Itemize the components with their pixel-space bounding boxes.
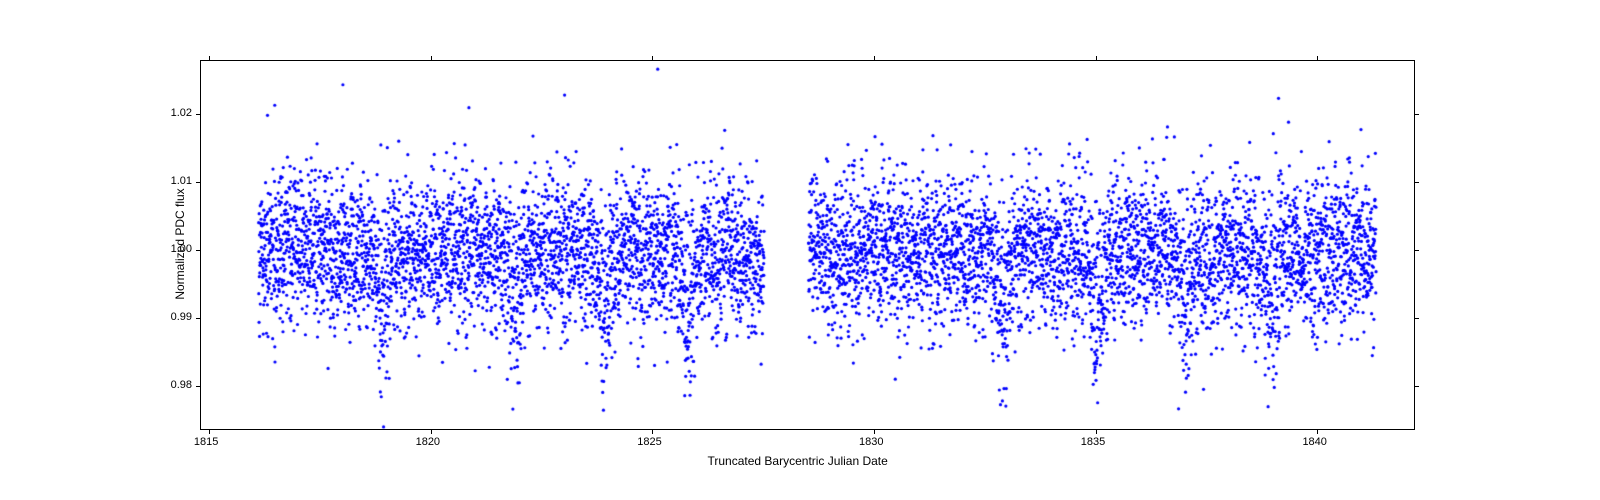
x-tick-top (1317, 56, 1318, 60)
y-tick (196, 386, 200, 387)
y-tick-right (1415, 250, 1419, 251)
x-tick-label: 1835 (1081, 436, 1105, 448)
x-tick (1317, 430, 1318, 434)
y-tick-right (1415, 114, 1419, 115)
y-tick-right (1415, 182, 1419, 183)
x-tick-top (1096, 56, 1097, 60)
plot-area (200, 60, 1415, 430)
x-tick (431, 430, 432, 434)
x-tick-top (209, 56, 210, 60)
x-tick (874, 430, 875, 434)
y-tick-right (1415, 386, 1419, 387)
x-tick-label: 1820 (416, 436, 440, 448)
x-tick-top (874, 56, 875, 60)
y-tick (196, 318, 200, 319)
scatter-canvas (201, 61, 1416, 431)
y-axis-label: Normalized PDC flux (173, 174, 187, 314)
y-tick-label: 0.98 (171, 379, 192, 391)
y-tick-right (1415, 318, 1419, 319)
x-tick (209, 430, 210, 434)
y-tick (196, 250, 200, 251)
x-tick-label: 1840 (1302, 436, 1326, 448)
x-tick (652, 430, 653, 434)
x-tick-top (431, 56, 432, 60)
lightcurve-figure: 181518201825183018351840 0.980.991.001.0… (0, 0, 1600, 500)
x-axis-label: Truncated Barycentric Julian Date (708, 454, 888, 468)
y-tick (196, 182, 200, 183)
x-tick-label: 1815 (194, 436, 218, 448)
x-tick-label: 1825 (637, 436, 661, 448)
x-tick-top (652, 56, 653, 60)
y-tick-label: 1.02 (171, 107, 192, 119)
x-tick (1096, 430, 1097, 434)
y-tick (196, 114, 200, 115)
x-tick-label: 1830 (859, 436, 883, 448)
